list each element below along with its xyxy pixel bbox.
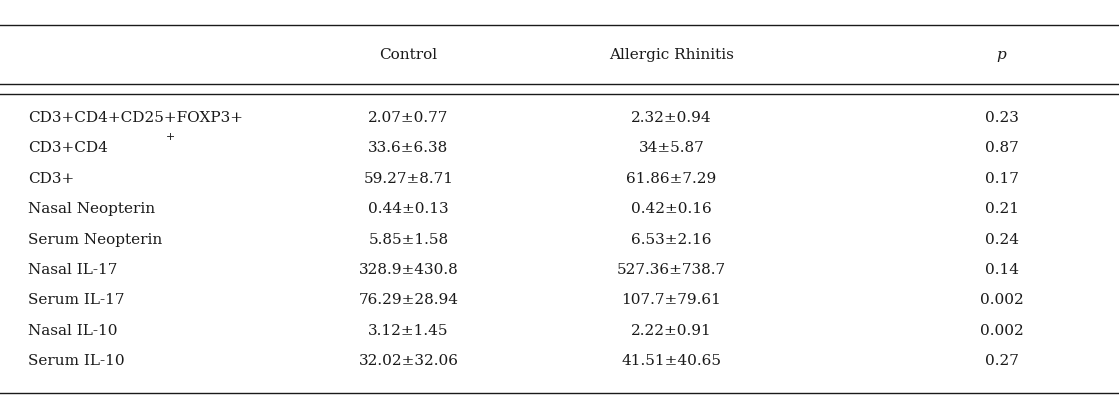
Text: 41.51±40.65: 41.51±40.65: [621, 354, 722, 367]
Text: 61.86±7.29: 61.86±7.29: [627, 171, 716, 185]
Text: 527.36±738.7: 527.36±738.7: [617, 262, 726, 276]
Text: CD3+CD4+CD25+FOXP3+: CD3+CD4+CD25+FOXP3+: [28, 111, 243, 124]
Text: 0.002: 0.002: [979, 323, 1024, 337]
Text: 76.29±28.94: 76.29±28.94: [358, 293, 459, 307]
Text: 2.32±0.94: 2.32±0.94: [631, 111, 712, 124]
Text: 0.44±0.13: 0.44±0.13: [368, 202, 449, 215]
Text: Nasal IL-17: Nasal IL-17: [28, 262, 117, 276]
Text: 0.27: 0.27: [985, 354, 1018, 367]
Text: 0.23: 0.23: [985, 111, 1018, 124]
Text: Nasal IL-10: Nasal IL-10: [28, 323, 117, 337]
Text: +: +: [166, 132, 175, 141]
Text: 3.12±1.45: 3.12±1.45: [368, 323, 449, 337]
Text: 0.14: 0.14: [985, 262, 1018, 276]
Text: 328.9±430.8: 328.9±430.8: [358, 262, 459, 276]
Text: CD3+: CD3+: [28, 171, 74, 185]
Text: 32.02±32.06: 32.02±32.06: [358, 354, 459, 367]
Text: 59.27±8.71: 59.27±8.71: [364, 171, 453, 185]
Text: CD3+CD4: CD3+CD4: [28, 141, 107, 155]
Text: 33.6±6.38: 33.6±6.38: [368, 141, 449, 155]
Text: 0.87: 0.87: [985, 141, 1018, 155]
Text: 34±5.87: 34±5.87: [639, 141, 704, 155]
Text: Nasal Neopterin: Nasal Neopterin: [28, 202, 156, 215]
Text: 0.21: 0.21: [985, 202, 1018, 215]
Text: 6.53±2.16: 6.53±2.16: [631, 232, 712, 246]
Text: 0.24: 0.24: [985, 232, 1018, 246]
Text: Serum Neopterin: Serum Neopterin: [28, 232, 162, 246]
Text: Serum IL-17: Serum IL-17: [28, 293, 124, 307]
Text: 107.7±79.61: 107.7±79.61: [621, 293, 722, 307]
Text: p: p: [997, 48, 1006, 62]
Text: Serum IL-10: Serum IL-10: [28, 354, 124, 367]
Text: Allergic Rhinitis: Allergic Rhinitis: [609, 48, 734, 62]
Text: 0.42±0.16: 0.42±0.16: [631, 202, 712, 215]
Text: 5.85±1.58: 5.85±1.58: [368, 232, 449, 246]
Text: 0.17: 0.17: [985, 171, 1018, 185]
Text: 2.07±0.77: 2.07±0.77: [368, 111, 449, 124]
Text: Control: Control: [379, 48, 438, 62]
Text: 2.22±0.91: 2.22±0.91: [631, 323, 712, 337]
Text: 0.002: 0.002: [979, 293, 1024, 307]
